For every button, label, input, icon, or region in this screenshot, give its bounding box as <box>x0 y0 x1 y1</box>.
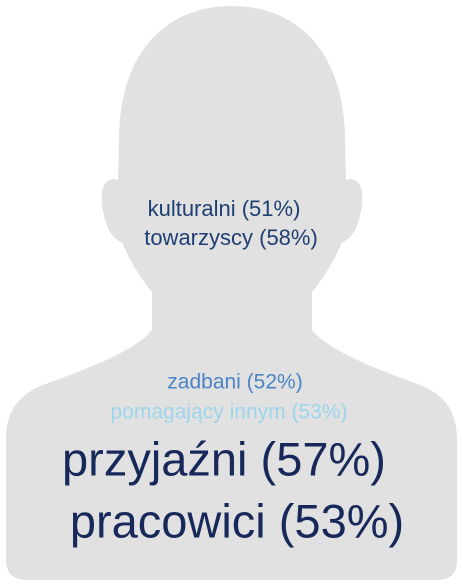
label: pracowici (53%) <box>70 494 404 547</box>
label: zadbani (52%) <box>167 371 302 394</box>
label: przyjaźni (57%) <box>62 432 386 485</box>
silhouette <box>6 6 457 580</box>
label: pomagający innym (53%) <box>111 401 348 424</box>
label: towarzyscy (58%) <box>144 225 318 250</box>
label: kulturalni (51%) <box>148 196 301 221</box>
